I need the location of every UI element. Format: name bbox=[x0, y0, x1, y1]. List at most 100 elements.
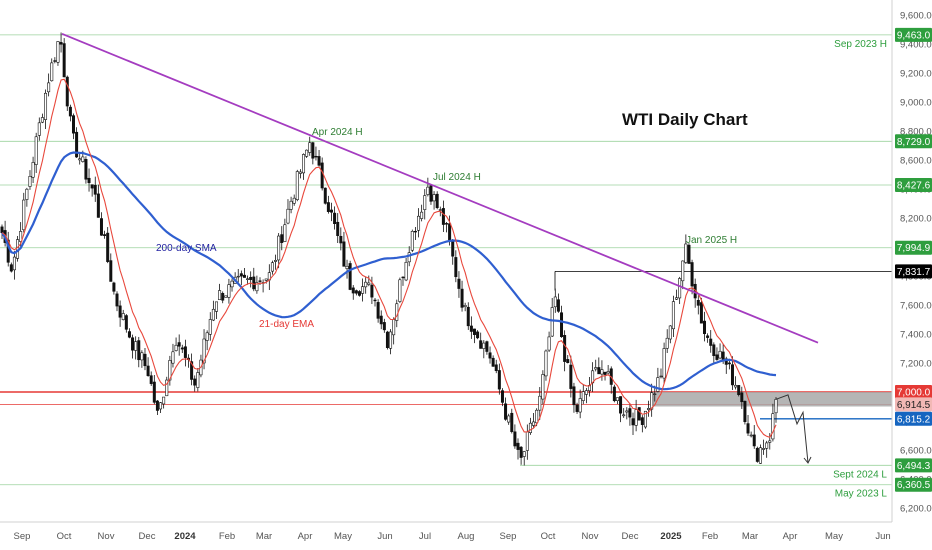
price-tag-label: 7,831.7 bbox=[897, 267, 931, 278]
candle-body bbox=[647, 408, 651, 410]
price-tag-7 bbox=[895, 411, 932, 426]
candle-body bbox=[44, 92, 48, 120]
candle-body bbox=[417, 215, 421, 231]
x-tick-label: Oct bbox=[541, 531, 556, 542]
candle-body bbox=[743, 400, 747, 423]
candle-body bbox=[295, 171, 299, 200]
candle-body bbox=[373, 299, 377, 302]
candle-body bbox=[317, 156, 321, 166]
price-tag-label: 8,729.0 bbox=[897, 137, 931, 148]
candle-body bbox=[401, 276, 405, 279]
x-tick-label: Apr bbox=[783, 531, 798, 542]
candle-body bbox=[62, 43, 66, 78]
candle-body bbox=[600, 369, 604, 375]
candle-body bbox=[541, 374, 545, 400]
candle-body bbox=[622, 414, 626, 417]
candle-body bbox=[528, 422, 532, 433]
price-tag-label: 9,463.0 bbox=[897, 30, 931, 41]
candle-body bbox=[650, 392, 654, 410]
price-tag-label: 6,815.2 bbox=[897, 414, 931, 425]
candle-body bbox=[727, 362, 731, 365]
candle-body bbox=[513, 431, 517, 447]
candle-body bbox=[494, 364, 498, 372]
candle-body bbox=[239, 273, 243, 277]
candle-body bbox=[339, 235, 343, 244]
candle-body bbox=[59, 42, 63, 45]
candle-body bbox=[752, 434, 756, 447]
candle-body bbox=[675, 297, 679, 300]
annotation-label: Apr 2024 H bbox=[312, 127, 363, 138]
candle-body bbox=[762, 448, 766, 450]
candle-body bbox=[550, 307, 554, 337]
candle-body bbox=[410, 231, 414, 251]
candle-body bbox=[351, 287, 355, 294]
candle-body bbox=[479, 340, 483, 349]
candle-body bbox=[525, 431, 529, 451]
candle-body bbox=[103, 234, 107, 237]
x-tick-label: 2024 bbox=[174, 531, 196, 542]
level-note: May 2023 L bbox=[835, 489, 888, 500]
candle-body bbox=[221, 293, 225, 301]
candle-body bbox=[429, 185, 433, 202]
candle-body bbox=[404, 261, 408, 281]
descending-trendline bbox=[61, 33, 819, 344]
candle-body bbox=[320, 162, 324, 189]
candle-body bbox=[354, 290, 358, 294]
candle-body bbox=[357, 291, 361, 296]
candle-body bbox=[131, 337, 135, 351]
candle-body bbox=[367, 282, 371, 285]
y-tick-label: 9,400.0 bbox=[900, 40, 932, 51]
x-tick-label: May bbox=[334, 531, 352, 542]
candle-body bbox=[703, 320, 707, 335]
candle-body bbox=[594, 367, 598, 370]
candle-body bbox=[289, 200, 293, 210]
y-tick-label: 7,200.0 bbox=[900, 359, 932, 370]
candle-body bbox=[112, 282, 116, 292]
candle-body bbox=[162, 396, 166, 405]
candle-body bbox=[53, 60, 57, 62]
candle-body bbox=[149, 375, 153, 384]
candle-body bbox=[50, 62, 54, 82]
candle-body bbox=[581, 391, 585, 401]
x-tick-label: Feb bbox=[219, 531, 235, 542]
x-tick-label: Oct bbox=[57, 531, 72, 542]
candle-body bbox=[491, 357, 495, 367]
candle-body bbox=[690, 262, 694, 287]
candle-body bbox=[619, 396, 623, 414]
candle-body bbox=[180, 347, 184, 350]
candle-body bbox=[361, 286, 365, 294]
candle-body bbox=[432, 194, 436, 202]
price-tag-6 bbox=[895, 397, 932, 412]
candle-body bbox=[99, 218, 103, 236]
candle-body bbox=[230, 280, 234, 288]
x-tick-label: May bbox=[825, 531, 843, 542]
candle-body bbox=[454, 257, 458, 278]
price-tag-0 bbox=[895, 27, 932, 42]
candle-body bbox=[643, 410, 647, 428]
candle-body bbox=[637, 407, 641, 421]
candle-body bbox=[628, 408, 632, 418]
price-tag-5 bbox=[895, 385, 932, 399]
candle-body bbox=[183, 346, 187, 358]
candle-body bbox=[382, 322, 386, 331]
candle-body bbox=[681, 260, 685, 282]
y-tick-label: 7,600.0 bbox=[900, 301, 932, 312]
price-tag-1 bbox=[895, 134, 932, 149]
candle-body bbox=[274, 260, 278, 262]
candle-body bbox=[572, 386, 576, 406]
candle-body bbox=[40, 117, 44, 123]
price-tag-3 bbox=[895, 240, 932, 255]
candle-body bbox=[146, 365, 150, 376]
candle-body bbox=[56, 41, 60, 63]
candle-body bbox=[516, 442, 520, 450]
candle-body bbox=[578, 398, 582, 413]
candle-body bbox=[0, 226, 4, 233]
candle-body bbox=[426, 186, 430, 195]
candle-body bbox=[659, 375, 663, 378]
candle-body bbox=[575, 404, 579, 412]
candle-body bbox=[656, 377, 660, 392]
candle-body bbox=[438, 209, 442, 211]
candle-body bbox=[457, 278, 461, 289]
candle-body bbox=[190, 361, 194, 380]
ema-21-line bbox=[1, 78, 777, 438]
